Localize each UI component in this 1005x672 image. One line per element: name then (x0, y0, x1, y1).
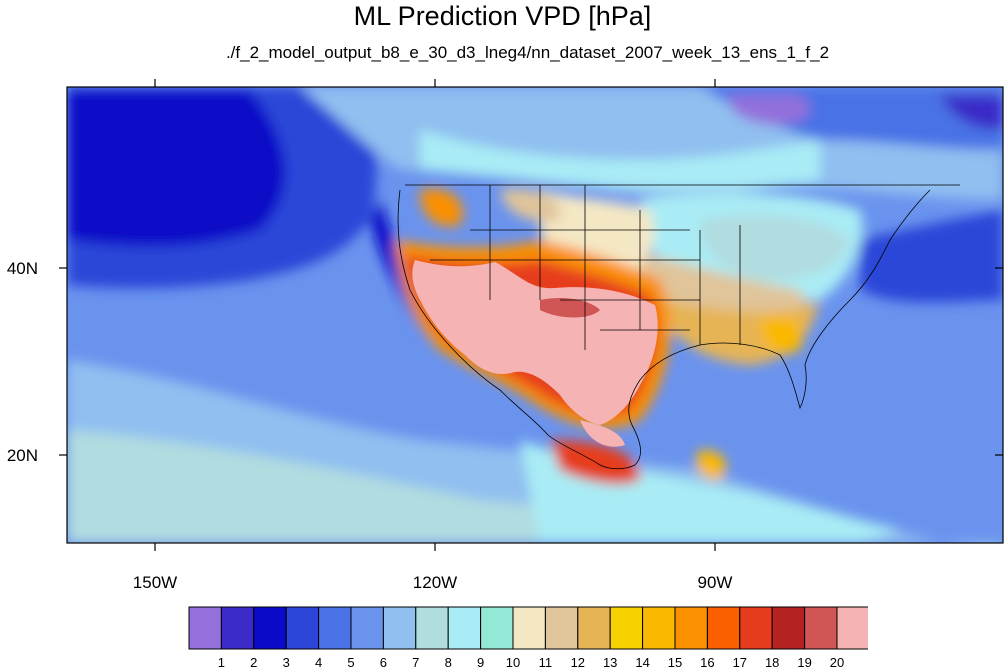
mexico-core (580, 420, 625, 447)
lon-label-120w: 120W (412, 573, 458, 592)
lat-label-40n: 40N (6, 259, 38, 278)
colorbar-box (577, 606, 611, 650)
colorbar-box (253, 606, 287, 650)
colorbar-box (609, 606, 644, 650)
colorbar-tick-label: 18 (764, 655, 780, 670)
colorbar-box (804, 606, 838, 650)
colorbar-tick-label: 15 (667, 655, 683, 670)
axis-ticks (59, 79, 1003, 551)
borders (397, 184, 960, 470)
colorbar-tick-label: 3 (282, 655, 290, 670)
vpd-field (67, 87, 1003, 543)
colorbar-tick-label: 20 (829, 655, 845, 670)
map-title: ML Prediction VPD [hPa] (353, 1, 652, 31)
colorbar-box (544, 606, 579, 650)
colorbar-tick-label: 6 (379, 655, 387, 670)
lon-label-90w: 90W (697, 573, 733, 592)
colorbar-box (382, 606, 417, 650)
colorbar-tick-label: 14 (635, 655, 650, 670)
colorbar-box (318, 606, 352, 650)
map-frame (66, 86, 1004, 544)
colorbar-tick-label: 11 (538, 655, 553, 670)
colorbar-box (350, 606, 384, 650)
colorbar-tick-label: 9 (476, 655, 485, 670)
colorbar-tick-label: 10 (505, 655, 521, 670)
colorbar-box (415, 606, 449, 650)
colorbar-tick-label: 17 (732, 655, 748, 670)
colorbar-box (836, 606, 868, 650)
high-vpd-core (412, 260, 658, 425)
colorbar-box (642, 606, 676, 650)
colorbar-tick-label: 19 (797, 655, 812, 670)
colorbar-box (512, 606, 546, 650)
colorbar-tick-label: 4 (314, 655, 323, 670)
colorbar-box (771, 606, 806, 650)
colorbar-tick-label: 5 (347, 655, 355, 670)
vpd-map (59, 79, 1004, 551)
map-subtitle: ./f_2_model_output_b8_e_30_d3_lneg4/nn_d… (225, 43, 830, 62)
colorbar-tick-label: 7 (412, 655, 420, 670)
colorbar-box (706, 606, 741, 650)
colorbar-tick-label: 16 (700, 655, 715, 670)
colorbar-tick-label: 8 (444, 655, 452, 670)
lon-label-150w: 150W (132, 573, 178, 592)
colorbar (188, 606, 868, 650)
colorbar-tick-label: 1 (217, 655, 225, 670)
colorbar-box (220, 606, 255, 650)
colorbar-box (285, 606, 320, 650)
colorbar-tick-label: 2 (250, 655, 258, 670)
lat-label-20n: 20N (6, 446, 38, 465)
colorbar-box (188, 606, 222, 650)
colorbar-box (480, 606, 514, 650)
colorbar-box (739, 606, 773, 650)
colorbar-box (674, 606, 708, 650)
colorbar-tick-label: 13 (602, 655, 618, 670)
colorbar-tick-label: 12 (570, 655, 586, 670)
colorbar-box (447, 606, 482, 650)
